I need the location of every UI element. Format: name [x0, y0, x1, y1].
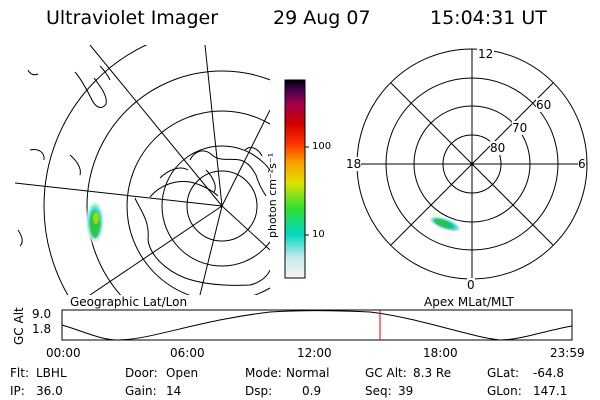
mlt-label-12: 12 — [477, 47, 495, 61]
info-dsp-value: 0.9 — [302, 384, 322, 398]
orbit-xtick-0600: 06:00 — [170, 346, 205, 360]
info-glat-label: GLat: — [487, 366, 520, 380]
info-door-label: Door: — [125, 366, 158, 380]
info-gain-label: Gain: — [125, 384, 157, 398]
info-seq-label: Seq: — [365, 384, 392, 398]
info-filter-label: Flt: — [10, 366, 29, 380]
time-label: 15:04:31 UT — [430, 7, 547, 29]
info-glon-label: GLon: — [487, 384, 522, 398]
orbit-ylabel: GC Alt — [12, 307, 26, 345]
info-glon-value: 147.1 — [533, 384, 568, 398]
info-filter-value: LBHL — [36, 366, 67, 380]
polar-panel-label: Apex MLat/MLT — [424, 295, 514, 309]
mlt-label-6: 6 — [578, 157, 586, 171]
orbit-xtick-1200: 12:00 — [297, 346, 332, 360]
info-mode-label: Mode: — [245, 366, 282, 380]
info-ip-label: IP: — [10, 384, 25, 398]
info-mode-value: Normal — [286, 366, 330, 380]
colorbar-tick-100: 100 — [312, 141, 332, 152]
info-seq-value: 39 — [398, 384, 414, 398]
orbit-xtick-0000: 00:00 — [46, 346, 81, 360]
info-gain-value: 14 — [166, 384, 182, 398]
orbit-xtick-2359: 23:59 — [550, 346, 585, 360]
mlat-label-70: 70 — [512, 121, 528, 135]
info-dsp-label: Dsp: — [245, 384, 273, 398]
orbit-ytick-9: 9.0 — [32, 307, 52, 321]
colorbar-gradient — [284, 79, 306, 279]
date-label: 29 Aug 07 — [273, 7, 371, 29]
info-ip-value: 36.0 — [36, 384, 63, 398]
info-gcalt-value: 8.3 Re — [413, 366, 452, 380]
info-gcalt-label: GC Alt: — [365, 366, 407, 380]
colorbar-tick-10: 10 — [312, 229, 325, 240]
mlt-label-0: 0 — [467, 278, 475, 292]
mlat-label-80: 80 — [490, 141, 506, 155]
geo-panel-label: Geographic Lat/Lon — [70, 295, 188, 309]
info-door-value: Open — [166, 366, 199, 380]
mlt-label-18: 18 — [346, 157, 362, 171]
orbit-xtick-1800: 18:00 — [423, 346, 458, 360]
orbit-ytick-1-8: 1.8 — [32, 322, 52, 336]
info-glat-value: -64.8 — [533, 366, 565, 380]
app-title: Ultraviolet Imager — [46, 7, 219, 29]
mlat-label-60: 60 — [536, 98, 552, 112]
